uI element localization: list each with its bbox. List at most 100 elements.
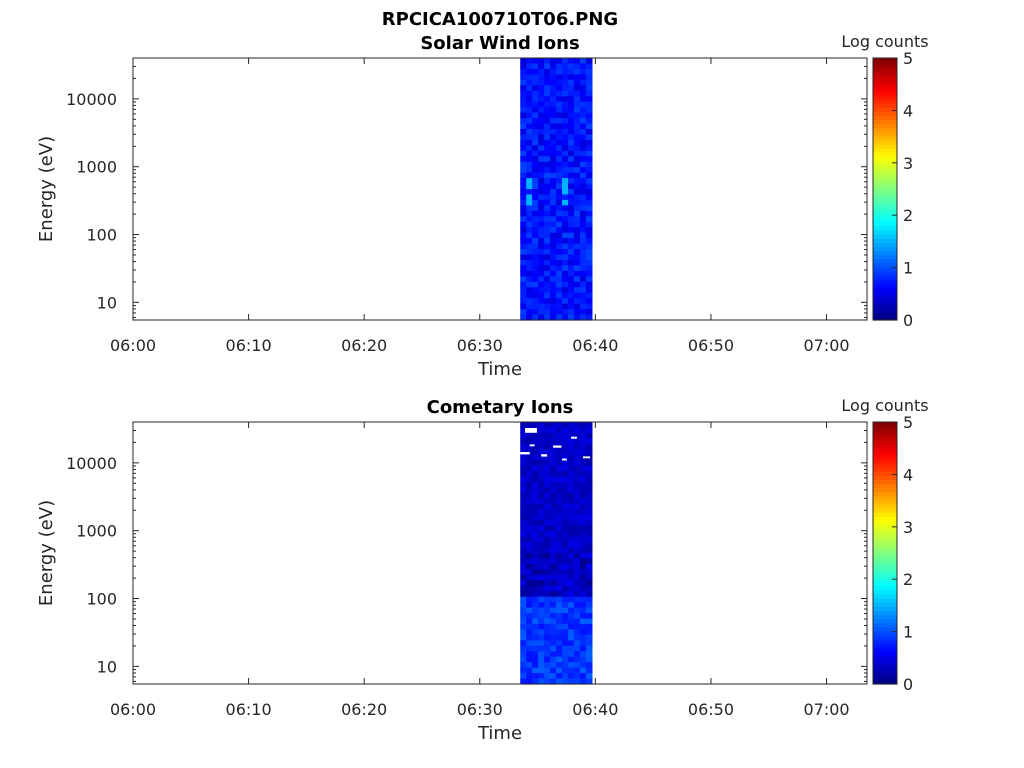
heatmap-cell [556,183,563,190]
heatmap-cell [544,167,551,174]
heatmap-cell [544,651,551,658]
heatmap-cell [532,292,539,299]
heatmap-cell [538,449,545,456]
colorbar-segment [873,630,897,636]
heatmap-cell [532,265,539,272]
colorbar-segment [873,610,897,615]
heatmap-cell [526,547,533,554]
heatmap-cell [550,547,557,554]
colorbar-segment [873,651,897,656]
heatmap-cell [538,276,545,283]
heatmap-cell [538,112,545,119]
heatmap-cell [544,536,551,543]
heatmap-cell [544,580,551,587]
heatmap-cell [562,298,569,305]
colorbar-segment [873,524,897,530]
colorbar-frame [872,57,898,321]
heatmap-cell [526,189,533,196]
colorbar-segment [873,229,897,235]
heatmap-cell [585,487,593,494]
heatmap-cell [544,287,551,294]
heatmap-cell [550,107,557,114]
heatmap-cell [550,156,557,163]
heatmap-cell [520,227,527,234]
heatmap-cell [585,580,593,587]
colorbar-segment [873,135,897,141]
heatmap-cell [532,227,539,234]
colorbar-segment [873,614,897,620]
heatmap-cell [573,563,581,570]
heatmap-cell [544,314,551,321]
heatmap-cell [568,482,575,489]
heatmap-cell [585,503,593,510]
heatmap-cell [585,303,593,310]
heatmap-cell [556,128,563,136]
heatmap-cell [550,558,557,565]
colorbar-segment [873,483,897,489]
heatmap-cell [526,520,533,527]
heatmap-cell [568,602,575,609]
heatmap-cell [526,298,533,305]
heatmap-cell [544,422,551,429]
heatmap-cell [585,613,593,620]
heatmap-cell [550,471,557,478]
heatmap-cell [579,194,587,201]
heatmap-cell [520,623,527,631]
heatmap-cell [585,112,593,119]
heatmap-cell [538,558,545,565]
heatmap-cell [568,553,575,560]
heatmap-cell [544,276,551,283]
heatmap-cell [556,662,563,669]
heatmap-cell [550,563,557,570]
y-tick-label: 10000 [66,90,117,109]
heatmap-cell [544,454,551,461]
heatmap-cell [573,96,581,103]
heatmap-cell [562,101,569,108]
heatmap-cell [520,563,527,570]
colorbar-tick-label: 5 [903,49,913,68]
y-axis-label-solar-wind: Energy (eV) [36,136,57,242]
colorbar-tick-label: 1 [903,259,913,278]
heatmap-cell [556,161,563,168]
heatmap-cell [538,591,545,598]
heatmap-cell [544,199,551,206]
heatmap-cell [550,58,557,65]
heatmap-cell [538,145,545,152]
heatmap-cell [562,503,569,510]
heatmap-cell [579,189,587,196]
heatmap-cell [538,514,545,521]
heatmap-cell [526,199,533,206]
heatmap-cell [526,465,533,472]
heatmap-cell [585,150,593,157]
heatmap-cell [538,58,545,65]
heatmap-cell [520,438,527,445]
heatmap-cell [520,249,527,256]
heatmap-cell [556,123,563,130]
colorbar-segment [873,516,897,521]
heatmap-cell [568,249,575,256]
heatmap-cell [544,667,551,674]
heatmap-cell [544,96,551,103]
heatmap-cell [579,492,587,500]
heatmap-cell [520,460,527,467]
heatmap-cell [550,509,557,516]
heatmap-cell [568,79,575,86]
heatmap-cell [538,238,545,245]
heatmap-cell [538,454,545,461]
x-tick-label: 06:10 [226,700,272,719]
colorbar-segment [873,168,897,174]
heatmap-cell [538,298,545,305]
heatmap-cell [585,585,593,592]
heatmap-cell [550,178,557,185]
heatmap-cell [544,134,551,141]
heatmap-cell [526,656,533,663]
heatmap-cell [532,422,539,429]
heatmap-cell [520,580,527,587]
heatmap-cell [585,422,593,429]
heatmap-cell [562,90,569,97]
heatmap-cell [573,514,581,521]
heatmap-cell [550,634,557,641]
heatmap-cell [520,238,527,245]
heatmap-cell [550,189,557,196]
heatmap-cell [579,172,587,179]
